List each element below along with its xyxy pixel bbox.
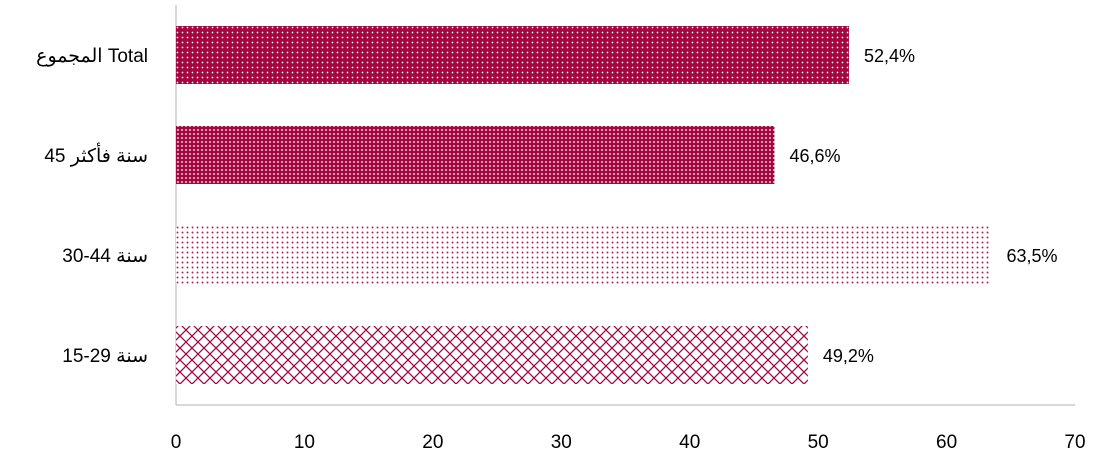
x-tick-label: 0 [171, 432, 182, 453]
x-tick-label: 30 [551, 432, 572, 453]
plot-area: 0 10 20 30 40 50 60 70 المجموع Total 52,4% 45 سنة … [36, 5, 1086, 453]
x-tick-label: 40 [679, 432, 700, 453]
bar [176, 226, 992, 284]
data-label: 63,5% [1007, 246, 1058, 266]
x-tick-label: 50 [808, 432, 829, 453]
x-tick-label: 10 [294, 432, 315, 453]
category-label: 15-29 سنة [62, 346, 148, 367]
x-tick-label: 20 [422, 432, 443, 453]
data-label: 49,2% [823, 346, 874, 366]
x-tick-label: 60 [936, 432, 957, 453]
data-label: 46,6% [789, 146, 840, 166]
bar [176, 326, 808, 384]
bar [176, 126, 775, 184]
bar [176, 26, 849, 84]
data-label: 52,4% [864, 46, 915, 66]
category-label: المجموع Total [36, 46, 148, 67]
category-label: 45 سنة فأكثر [44, 142, 148, 167]
category-label: 30-44 سنة [62, 246, 148, 267]
x-tick-label: 70 [1064, 432, 1085, 453]
